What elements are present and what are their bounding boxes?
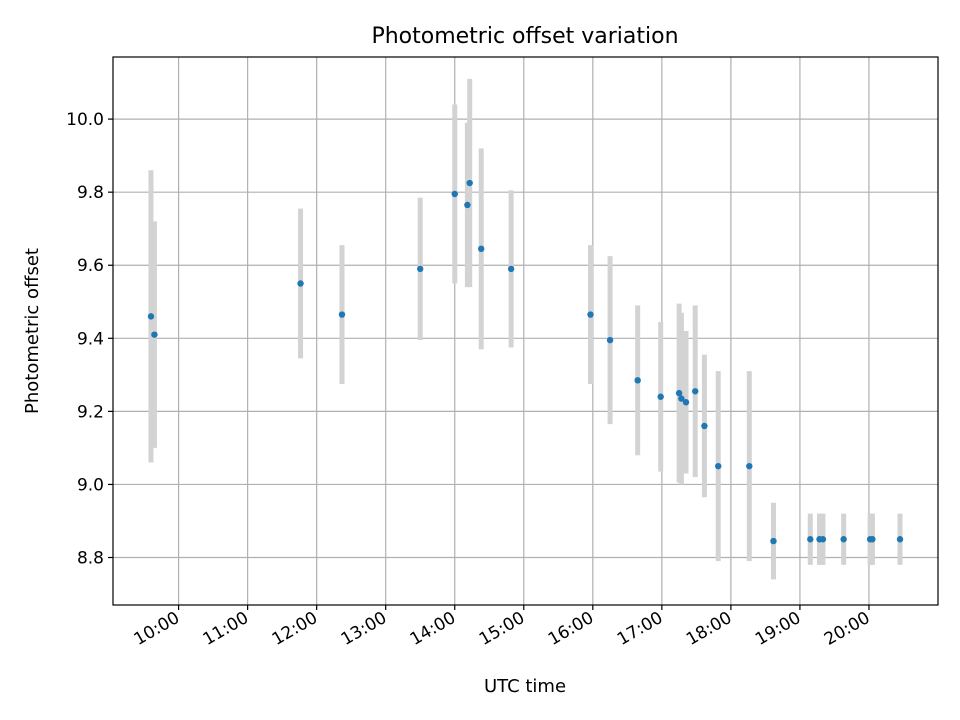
data-point bbox=[675, 389, 683, 397]
y-tick-label: 9.2 bbox=[77, 402, 104, 422]
data-point bbox=[819, 536, 827, 543]
data-point bbox=[587, 311, 594, 318]
data-point bbox=[678, 395, 685, 402]
data-point bbox=[417, 265, 424, 273]
data-point bbox=[478, 245, 485, 252]
y-axis-label: Photometric offset bbox=[22, 248, 43, 414]
data-point bbox=[606, 336, 614, 344]
data-point bbox=[634, 377, 641, 384]
data-point bbox=[466, 179, 473, 187]
data-point bbox=[770, 537, 777, 545]
data-point bbox=[715, 462, 722, 470]
data-points bbox=[147, 179, 904, 545]
y-tick-label: 9.4 bbox=[77, 329, 104, 349]
data-point bbox=[464, 201, 471, 209]
data-point bbox=[338, 311, 346, 318]
data-point bbox=[701, 422, 708, 430]
data-point bbox=[840, 536, 847, 543]
y-axis: 8.8 9.0 9.2 9.4 9.6 9.8 10.0 bbox=[66, 110, 113, 569]
y-tick-label: 10.0 bbox=[66, 110, 104, 130]
data-point bbox=[657, 393, 664, 400]
data-point bbox=[147, 313, 155, 320]
data-point bbox=[151, 331, 158, 338]
data-point bbox=[507, 265, 515, 273]
data-point bbox=[297, 280, 304, 287]
x-axis-label: UTC time bbox=[484, 676, 566, 697]
y-tick-label: 8.8 bbox=[77, 549, 104, 569]
data-point bbox=[896, 536, 904, 543]
y-tick-label: 9.0 bbox=[77, 475, 104, 495]
chart-title: Photometric offset variation bbox=[371, 24, 678, 49]
data-point bbox=[869, 536, 876, 543]
data-point bbox=[682, 399, 690, 406]
y-tick-label: 9.6 bbox=[77, 256, 104, 276]
data-point bbox=[807, 536, 814, 543]
plot-frame bbox=[112, 56, 939, 606]
data-point bbox=[451, 190, 458, 198]
y-tick-label: 9.8 bbox=[77, 183, 104, 203]
data-point bbox=[746, 462, 753, 470]
grid bbox=[113, 57, 938, 605]
data-point bbox=[692, 388, 699, 395]
